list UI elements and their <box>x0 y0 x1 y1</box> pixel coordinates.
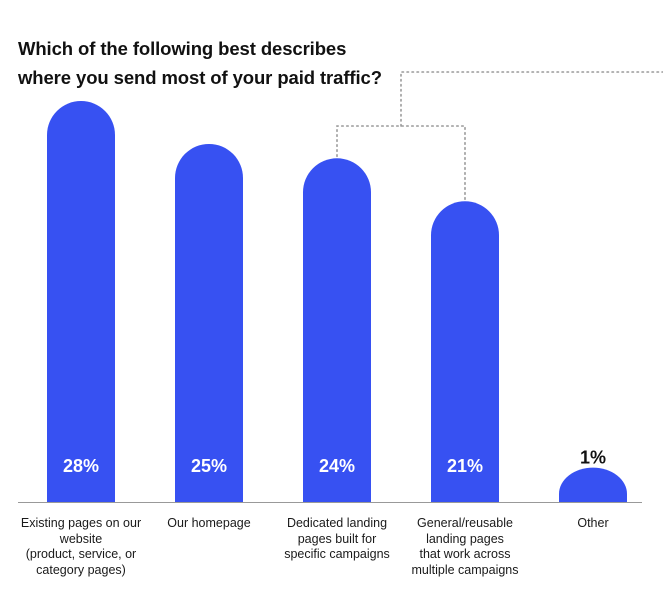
data-label-4: 21% <box>447 456 483 476</box>
data-label-3: 24% <box>319 456 355 476</box>
chart-title-line-1: Which of the following best describes <box>18 38 347 59</box>
category-label-3-line-1: Dedicated landing <box>286 516 388 530</box>
category-label-3-line-3: specific campaigns <box>284 547 390 561</box>
chart-title: Which of the following best describes wh… <box>18 34 438 92</box>
category-label-2-line-1: Our homepage <box>167 516 251 530</box>
category-label-3-line-2: pages built for <box>297 531 377 546</box>
bar-1 <box>47 101 115 502</box>
bar-3 <box>303 158 371 503</box>
bar-2 <box>175 143 243 502</box>
category-label-1-line-4: category pages) <box>36 562 126 577</box>
bar-4 <box>431 201 499 502</box>
data-label-1: 28% <box>63 456 99 476</box>
category-label-1: Existing pages on our website (product, se… <box>6 516 156 578</box>
category-label-5-line-1: Other <box>577 516 609 530</box>
category-label-5: Other <box>518 516 663 532</box>
category-label-4-line-4: multiple campaigns <box>411 562 519 577</box>
bar-5 <box>559 467 627 502</box>
data-label-2: 25% <box>191 456 227 476</box>
category-label-3: Dedicated landing pages built for specific… <box>262 516 412 563</box>
category-label-1-line-2: website <box>59 531 103 546</box>
category-label-4-line-1: General/reusable <box>417 516 513 530</box>
category-label-4: General/reusable landing pages that work a… <box>390 516 540 578</box>
category-label-4-line-3: that work across <box>419 547 511 561</box>
category-label-4-line-2: landing pages <box>426 531 504 546</box>
category-label-2: Our homepage <box>134 516 284 532</box>
category-label-1-line-3: (product, service, or <box>25 547 137 561</box>
bracket-connector-1 <box>336 71 663 201</box>
chart-title-line-2: where you send most of your paid traffic… <box>18 67 382 88</box>
data-label-5: 1% <box>580 448 606 468</box>
category-label-1-line-1: Existing pages on our <box>20 516 142 530</box>
